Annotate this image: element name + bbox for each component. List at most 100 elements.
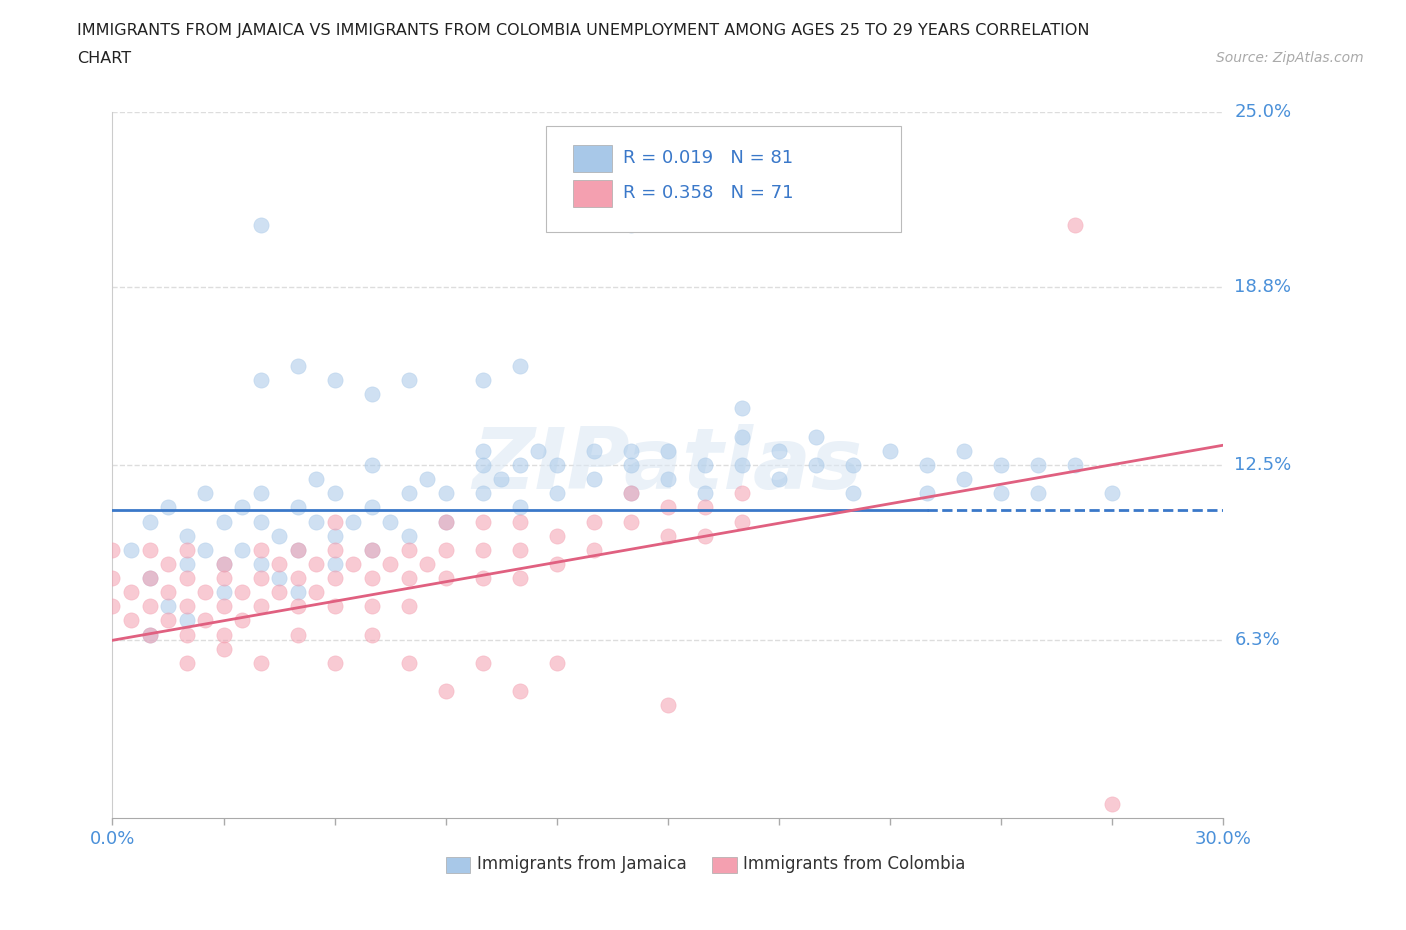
Point — [657, 698, 679, 712]
Point — [287, 542, 309, 557]
Point — [323, 656, 346, 671]
Text: 25.0%: 25.0% — [1234, 102, 1292, 121]
Point — [101, 571, 124, 586]
Text: IMMIGRANTS FROM JAMAICA VS IMMIGRANTS FROM COLOMBIA UNEMPLOYMENT AMONG AGES 25 T: IMMIGRANTS FROM JAMAICA VS IMMIGRANTS FR… — [77, 23, 1090, 38]
Point — [101, 542, 124, 557]
Point — [416, 472, 439, 486]
Point — [546, 556, 568, 571]
Point — [287, 627, 309, 642]
Point — [842, 458, 865, 472]
Point — [267, 528, 291, 543]
FancyBboxPatch shape — [713, 857, 737, 873]
Point — [323, 599, 346, 614]
Point — [620, 218, 643, 232]
Point — [620, 485, 643, 500]
Point — [527, 444, 550, 458]
Point — [471, 514, 494, 529]
Text: 12.5%: 12.5% — [1234, 456, 1292, 474]
Point — [212, 627, 235, 642]
Point — [731, 401, 754, 416]
Point — [509, 359, 531, 374]
Point — [879, 444, 901, 458]
Point — [176, 656, 198, 671]
Point — [471, 458, 494, 472]
Point — [323, 485, 346, 500]
Point — [434, 485, 457, 500]
Point — [731, 514, 754, 529]
Point — [323, 528, 346, 543]
Point — [194, 542, 217, 557]
Point — [323, 373, 346, 388]
Point — [176, 542, 198, 557]
Point — [434, 514, 457, 529]
Point — [546, 528, 568, 543]
Point — [360, 627, 382, 642]
Point — [249, 514, 271, 529]
Point — [138, 627, 160, 642]
Point — [546, 458, 568, 472]
Point — [398, 656, 420, 671]
Point — [509, 500, 531, 515]
Point — [212, 571, 235, 586]
Point — [582, 514, 605, 529]
Point — [138, 514, 160, 529]
Point — [1026, 458, 1049, 472]
Point — [120, 542, 142, 557]
Point — [731, 485, 754, 500]
Point — [471, 571, 494, 586]
Text: 18.8%: 18.8% — [1234, 278, 1291, 296]
Point — [398, 485, 420, 500]
Point — [323, 542, 346, 557]
Point — [990, 458, 1012, 472]
Point — [693, 458, 716, 472]
Point — [657, 472, 679, 486]
Text: ZIPatlas: ZIPatlas — [472, 423, 863, 507]
Point — [287, 542, 309, 557]
Point — [249, 556, 271, 571]
Point — [434, 542, 457, 557]
Point — [509, 458, 531, 472]
Point — [360, 458, 382, 472]
Point — [249, 218, 271, 232]
Point — [194, 485, 217, 500]
Point — [1026, 485, 1049, 500]
Point — [138, 627, 160, 642]
Point — [398, 599, 420, 614]
Point — [138, 599, 160, 614]
Point — [212, 514, 235, 529]
Point — [287, 359, 309, 374]
Point — [157, 613, 180, 628]
Point — [380, 514, 402, 529]
Point — [953, 472, 976, 486]
Point — [249, 599, 271, 614]
FancyBboxPatch shape — [574, 180, 613, 207]
Point — [693, 485, 716, 500]
Point — [620, 514, 643, 529]
Point — [212, 556, 235, 571]
Point — [138, 571, 160, 586]
Point — [582, 472, 605, 486]
Point — [157, 556, 180, 571]
Point — [471, 485, 494, 500]
Point — [1101, 485, 1123, 500]
FancyBboxPatch shape — [446, 857, 470, 873]
Point — [176, 613, 198, 628]
Point — [157, 599, 180, 614]
Point — [582, 444, 605, 458]
Point — [620, 485, 643, 500]
Point — [434, 514, 457, 529]
Point — [434, 684, 457, 698]
Text: 6.3%: 6.3% — [1234, 631, 1279, 649]
Point — [249, 571, 271, 586]
Text: Immigrants from Jamaica: Immigrants from Jamaica — [477, 856, 686, 873]
Point — [267, 571, 291, 586]
Point — [138, 571, 160, 586]
Point — [360, 571, 382, 586]
Point — [657, 444, 679, 458]
Point — [546, 656, 568, 671]
Point — [287, 599, 309, 614]
Point — [380, 556, 402, 571]
Point — [509, 542, 531, 557]
Point — [249, 542, 271, 557]
Point — [305, 514, 328, 529]
